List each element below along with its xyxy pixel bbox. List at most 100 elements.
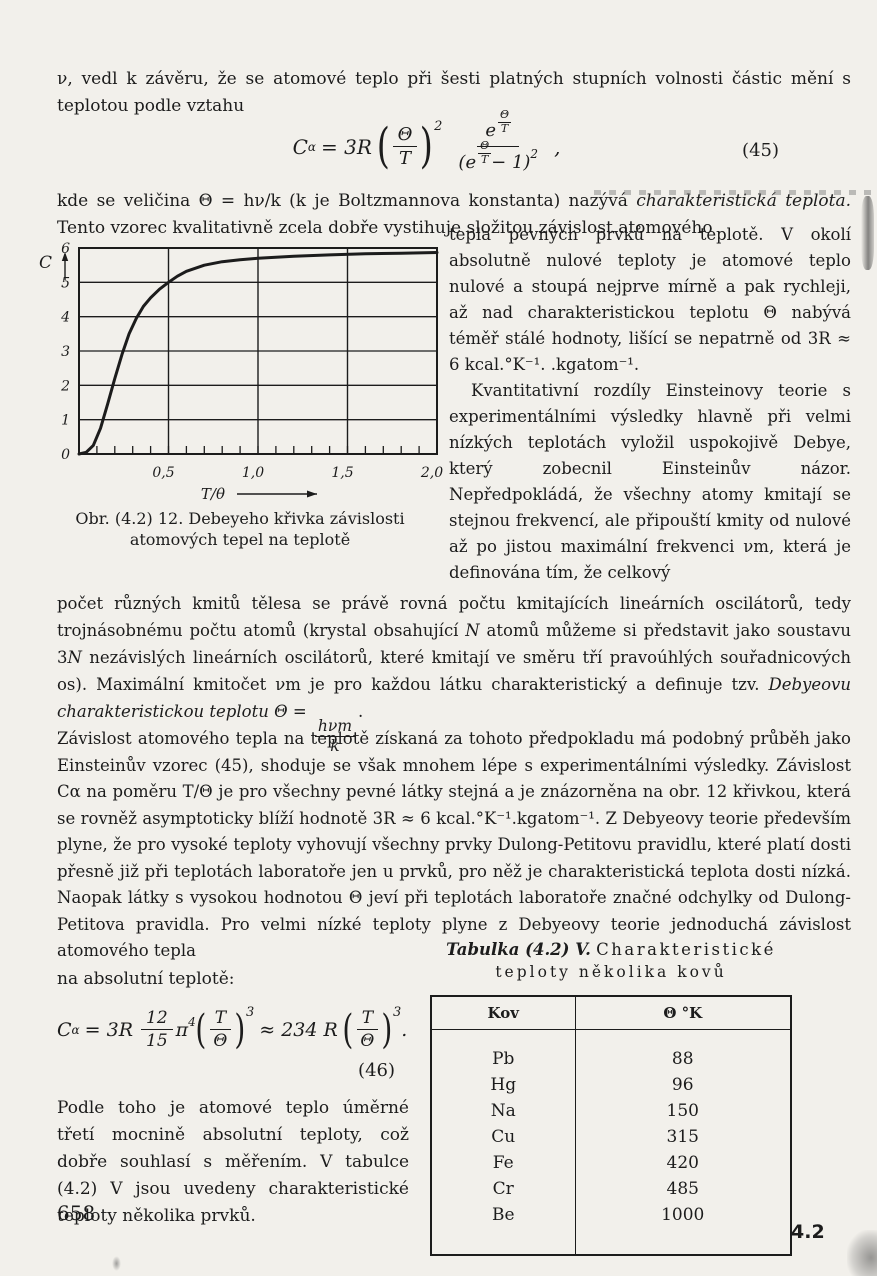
osc-text-1: počet různých kmitů tělesa se právě rovn… (57, 594, 851, 640)
y-axis-arrowhead (61, 252, 69, 261)
eq45-e: e (485, 120, 497, 142)
lead-line: na absolutní teplotě: (57, 969, 235, 989)
table-title-italic: Tabulka (4.2) V. (446, 940, 591, 959)
eq45-squared: 2 (434, 119, 443, 135)
eq46-rparen: ) (234, 1006, 246, 1053)
eq46-pi: π (175, 1018, 189, 1041)
metals-table-body: Pb 88 Hg 96 Na 150 Cu 315 Fe 420 Cr 485 Be 1000 (431, 1029, 791, 1255)
rc-paragraph-1: tepla pevných prvků na teplotě. V okolí … (449, 225, 851, 374)
y-tick-label: 3 (61, 344, 70, 360)
paragraph-kde: kde se veličina Θ = hν/k (k je Boltzmann… (57, 188, 851, 242)
column-header-kov: Kov (431, 996, 576, 1030)
page-edge-shadow-bottom (847, 1230, 877, 1276)
kde-text-2: Tento vzorec kvalitativně zcela dobře vy… (57, 218, 713, 238)
eq45-den-pre: (e (458, 151, 477, 173)
osc-italic-debye: Debyeovu charakteristickou teplotu Θ = (57, 675, 851, 721)
x-axis-arrowhead (307, 490, 317, 498)
intro-text: ν, vedl k závěru, že se atomové teplo př… (57, 69, 851, 116)
equation-45-label: (45) (742, 140, 779, 161)
osc-text-4: . (358, 702, 364, 721)
eq46-pi-exp: 4 (188, 1014, 196, 1029)
x-tick-label: 1,5 (331, 465, 353, 481)
eq46-sub: α (71, 1022, 80, 1037)
table-row: Cr 485 (431, 1176, 791, 1202)
table-row: Cu 315 (431, 1124, 791, 1150)
inline-debye-fraction: hνm k (314, 717, 356, 755)
eq45-exponent: Θ T (498, 108, 512, 135)
eq46-approx: ≈ 234 R (259, 1018, 338, 1041)
paragraph-podle: Podle toho je atomové teplo úměrné třetí… (57, 1098, 409, 1227)
x-tick-label: 0,5 (152, 465, 174, 481)
debye-curve (77, 251, 439, 456)
y-tick-label: 6 (61, 241, 70, 257)
y-axis-label: C (39, 253, 52, 273)
table-title-line2: teploty několika kovů (495, 963, 727, 981)
footer-page-number: 658 (57, 1201, 96, 1225)
x-tick-label: 1,0 (242, 465, 264, 481)
equation-46-label: (46) (358, 1060, 395, 1082)
eq46-lparen2: ( (342, 1006, 354, 1053)
table-row: Be 1000 (431, 1202, 791, 1255)
kde-text-1: kde se veličina Θ = hν/k (k je Boltzmann… (57, 191, 637, 211)
rc-paragraph-2: Kvantitativní rozdíly Einsteinovy teorie… (449, 381, 851, 582)
eq46-t-over-theta: T Θ (208, 1007, 232, 1052)
paragraph-oscillators: počet různých kmitů tělesa se právě rovn… (57, 590, 851, 755)
eq46-frac-12-15: 12 15 (141, 1007, 173, 1052)
eq46-rparen2: ) (381, 1006, 393, 1053)
table-row: Hg 96 (431, 1072, 791, 1098)
y-tick-label: 2 (60, 378, 70, 394)
kde-italic: charakteristická teplota. (636, 191, 852, 211)
osc-text-3: nezávislých lineárních oscilátorů, které… (57, 648, 851, 694)
table-row: Na 150 (431, 1098, 791, 1124)
metals-table-head: Kov Θ °K (431, 996, 791, 1030)
table-row: Pb 88 (431, 1029, 791, 1072)
eq46-t-over-theta-2: T Θ (355, 1007, 379, 1052)
zavislost-text: Závislost atomového tepla na teplotě zís… (57, 729, 851, 960)
eq45-den-exponent: Θ T (478, 139, 492, 166)
metals-table: Kov Θ °K Pb 88 Hg 96 Na 150 Cu 315 Fe 420 Cr 485 Be 1… (430, 995, 792, 1256)
table-block: Tabulka (4.2) V. Charakteristické teplot… (430, 938, 792, 1256)
eq46-rel: = 3R (84, 1018, 134, 1041)
osc-italic-n1: N (465, 621, 480, 640)
right-column: tepla pevných prvků na teplotě. V okolí … (449, 222, 851, 586)
figure-caption: Obr. (4.2) 12. Debeyeho křivka závislost… (75, 509, 405, 549)
page-edge-shadow-top (861, 196, 874, 270)
eq45-den-mid: − 1) (491, 151, 531, 173)
x-axis-label: T/θ (201, 485, 225, 503)
osc-text-2: atomů můžeme si představit jako soustavu… (57, 621, 851, 667)
eq46-lparen: ( (195, 1006, 207, 1053)
eq45-main-fraction: e Θ T (e Θ T − 1) 2 (450, 108, 546, 178)
y-tick-label: 5 (61, 275, 70, 291)
eq45-theta-over-t: Θ T (392, 123, 418, 171)
eq46-lhs: C (57, 1018, 72, 1041)
table-row: Fe 420 (431, 1150, 791, 1176)
footer-section-tag: 4.2 (791, 1221, 825, 1243)
eq45-lhs: C (292, 134, 308, 159)
intro-paragraph: ν, vedl k závěru, že se atomové teplo př… (57, 66, 851, 120)
eq45-rparen: ) (420, 118, 434, 175)
y-tick-label: 4 (60, 310, 70, 326)
eq46-cubed: 3 (245, 1005, 255, 1021)
y-tick-label: 0 (61, 447, 70, 463)
eq45-comma: , (554, 134, 561, 159)
eq45-lparen: ( (376, 118, 390, 175)
debye-chart: 0 1 2 3 4 5 6 0,5 1,0 1,5 2,0 T/θ C (39, 241, 443, 503)
paragraph-zavislost: Závislost atomového tepla na teplotě zís… (57, 726, 851, 965)
eq46-cubed-2: 3 (392, 1005, 402, 1021)
figure-debye: 0 1 2 3 4 5 6 0,5 1,0 1,5 2,0 T/θ C Obr. (4.2) 12. D… (35, 241, 445, 550)
y-tick-label: 1 (61, 413, 70, 429)
table-title-rest: Charakteristické (596, 940, 776, 959)
osc-italic-n2: N (67, 648, 82, 667)
eq45-den-squared: 2 (530, 146, 539, 161)
eq45-rel: = 3R (321, 134, 372, 159)
eq45-sub: α (307, 139, 316, 154)
scan-smudge (112, 1256, 121, 1271)
scan-noise-strip (594, 190, 877, 195)
eq46-dot: . (401, 1018, 408, 1041)
